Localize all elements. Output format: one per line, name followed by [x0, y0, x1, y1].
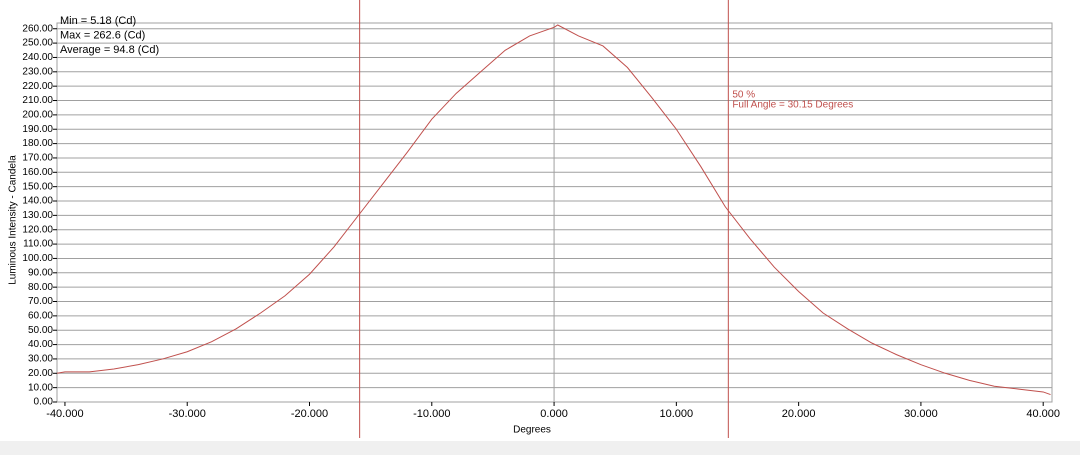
y-tick-label: 180.00	[22, 138, 53, 149]
y-tick-label: 190.00	[22, 124, 53, 135]
y-tick-label: 160.00	[22, 167, 53, 178]
status-strip	[0, 441, 1080, 455]
y-tick-label: 260.00	[22, 23, 53, 34]
y-tick-label: 90.00	[28, 267, 53, 278]
y-tick-label: 0.00	[34, 397, 54, 408]
y-tick-label: 20.00	[28, 368, 53, 379]
y-tick-label: 150.00	[22, 181, 53, 192]
y-tick-label: 10.00	[28, 382, 53, 393]
y-tick-label: 120.00	[22, 224, 53, 235]
x-tick-label: 10.000	[660, 408, 694, 420]
y-tick-label: 210.00	[22, 95, 53, 106]
stat-label: Min = 5.18 (Cd)	[60, 15, 136, 27]
y-tick-label: 100.00	[22, 253, 53, 264]
y-tick-label: 130.00	[22, 210, 53, 221]
y-tick-label: 240.00	[22, 52, 53, 63]
x-tick-label: 20.000	[782, 408, 816, 420]
x-tick-label: -20.000	[291, 408, 328, 420]
y-tick-label: 250.00	[22, 38, 53, 49]
x-tick-label: 0.000	[540, 408, 568, 420]
y-axis-label: Luminous Intensity - Candela	[8, 155, 19, 285]
y-tick-label: 230.00	[22, 66, 53, 77]
y-tick-label: 40.00	[28, 339, 53, 350]
y-tick-label: 80.00	[28, 282, 53, 293]
x-tick-label: -30.000	[169, 408, 206, 420]
x-axis-label: Degrees	[513, 425, 551, 436]
stat-label: Average = 94.8 (Cd)	[60, 44, 159, 56]
y-tick-label: 50.00	[28, 325, 53, 336]
y-tick-label: 170.00	[22, 153, 53, 164]
y-tick-label: 140.00	[22, 196, 53, 207]
y-tick-label: 70.00	[28, 296, 53, 307]
marker-annotation: 50 %	[732, 90, 755, 101]
marker-annotation: Full Angle = 30.15 Degrees	[732, 100, 853, 111]
x-tick-label: 30.000	[904, 408, 938, 420]
y-tick-label: 30.00	[28, 354, 53, 365]
x-tick-label: 40.000	[1026, 408, 1060, 420]
intensity-curve	[56, 24, 1051, 396]
y-tick-label: 220.00	[22, 81, 53, 92]
x-tick-label: -10.000	[413, 408, 450, 420]
y-tick-label: 110.00	[23, 239, 53, 250]
x-tick-label: -40.000	[46, 408, 83, 420]
y-tick-label: 200.00	[22, 110, 53, 121]
stat-label: Max = 262.6 (Cd)	[60, 29, 145, 41]
y-tick-label: 60.00	[28, 311, 53, 322]
